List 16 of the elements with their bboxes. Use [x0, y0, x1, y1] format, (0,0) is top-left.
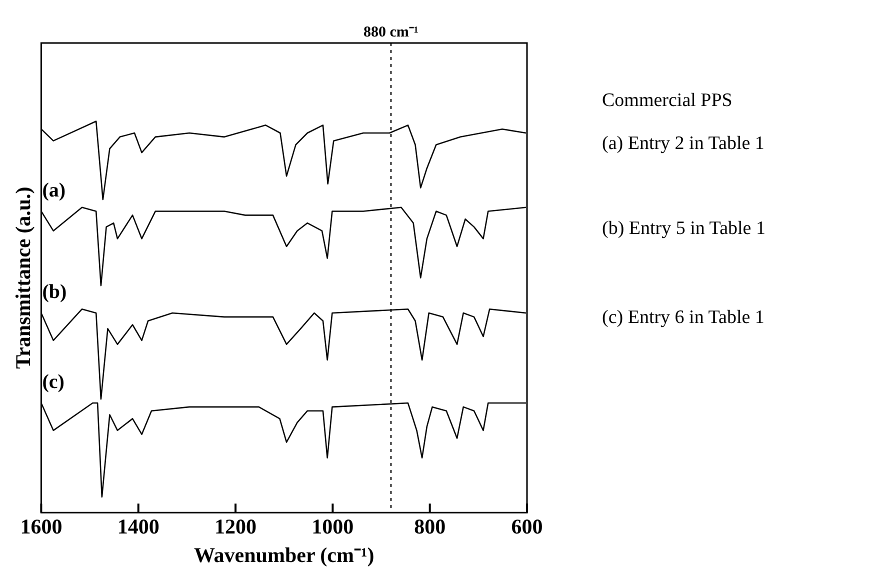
series-label: (b)	[42, 281, 67, 304]
text: (b) Entry 5 in Table 1	[602, 218, 766, 240]
x-axis-title: Wavenumber (cm⁻¹)	[194, 542, 374, 567]
text: (c) Entry 6 in Table 1	[602, 307, 764, 329]
x-tick-label: 1200	[214, 514, 257, 539]
series-label: (a)	[42, 179, 66, 202]
x-tick-label: 1600	[20, 514, 62, 539]
ref-line-label: 880 cm⁻¹	[364, 24, 418, 40]
x-tick-label: 1400	[117, 514, 160, 539]
series-label: (c)	[42, 371, 64, 394]
x-tick-label: 600	[511, 514, 543, 539]
y-axis-title: Transmittance (a.u.)	[11, 186, 36, 369]
x-tick-label: 800	[414, 514, 446, 539]
text: Commercial PPS	[602, 90, 732, 112]
text: (a) Entry 2 in Table 1	[602, 133, 764, 155]
x-tick-label: 1000	[312, 514, 354, 539]
